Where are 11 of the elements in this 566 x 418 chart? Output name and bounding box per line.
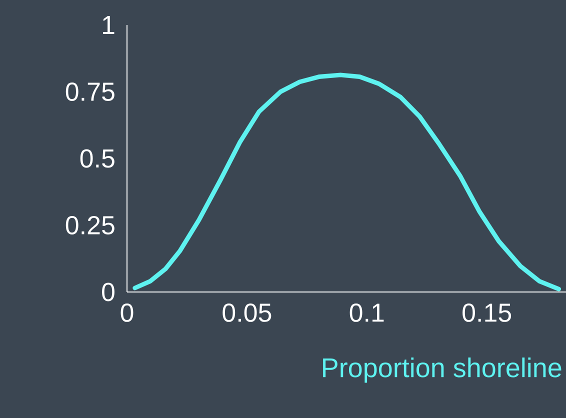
x-tick-label: 0 <box>120 304 134 322</box>
y-tick-label: 0 <box>102 282 114 302</box>
x-axis-title: Proportion shoreline <box>323 358 562 383</box>
y-tick-label: 0.75 <box>66 82 114 101</box>
line-series <box>132 72 562 292</box>
y-tick-label: 1 <box>103 16 114 34</box>
x-tick-label: 0.15 <box>462 304 512 322</box>
y-tick-label: 0.5 <box>80 149 114 168</box>
y-tick-label: 0.25 <box>66 216 114 234</box>
x-tick-label: 0.1 <box>350 304 384 322</box>
x-tick-label: 0.05 <box>222 304 272 322</box>
